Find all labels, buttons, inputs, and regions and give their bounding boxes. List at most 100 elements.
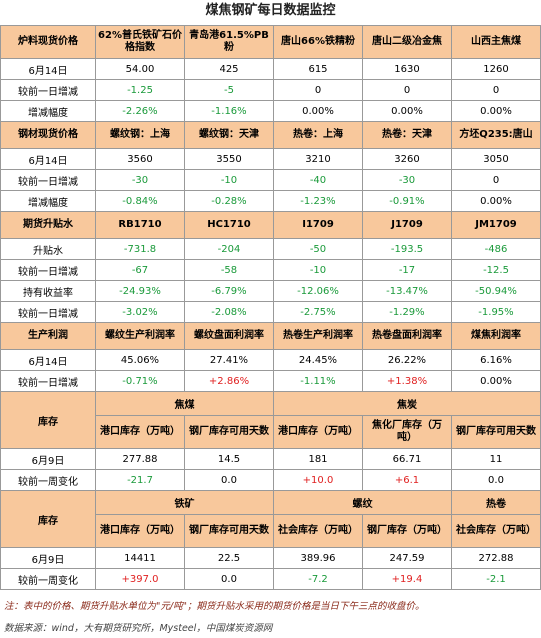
footnote: 注：表中的价格、期货升贴水单位为"元/吨"；期货升贴水采用的期货价格是当日下午三… — [4, 601, 425, 612]
table-cell: -731.8 — [95, 238, 185, 260]
table-cell: 45.06% — [95, 349, 185, 371]
table-cell: -1.11% — [273, 370, 363, 392]
title: 煤焦钢矿每日数据监控 — [205, 3, 336, 18]
table-cell: -1.23% — [273, 190, 363, 212]
table-cell: +10.0 — [273, 469, 363, 491]
column-header: 热卷生产利润率 — [273, 322, 363, 350]
table-cell: -13.47% — [362, 280, 452, 302]
row-label: 增减幅度 — [0, 100, 96, 122]
column-header: 钢厂库存可用天数 — [184, 415, 274, 449]
group-header: 焦煤 — [95, 391, 274, 416]
section-label: 生产利润 — [0, 322, 96, 350]
table-row: 钢材现货价格 螺纹钢：上海 螺纹钢：天津 热卷：上海 热卷：天津 方坯Q235:唐山 — [0, 121, 541, 149]
table-cell: 54.00 — [95, 58, 185, 80]
row-label: 较前一周变化 — [0, 568, 96, 590]
table-row: 持有收益率 -24.93% -6.79% -12.06% -13.47% -50.94% — [0, 280, 541, 302]
table-cell: 3560 — [95, 148, 185, 170]
table-cell: +6.1 — [362, 469, 452, 491]
table-row: 较前一日增减 -1.25 -5 0 0 0 — [0, 79, 541, 101]
table-cell: 27.41% — [184, 349, 274, 371]
table-row: 港口库存（万吨） 钢厂库存可用天数 港口库存（万吨） 焦化厂库存（万吨） 钢厂库存可用天… — [1, 415, 541, 449]
column-header: 方坯Q235:唐山 — [451, 121, 541, 149]
data-table: 炉料现货价格 62%普氏铁矿石价格指数 青岛港61.5%PB粉 唐山66%铁精粉 唐山二… — [0, 25, 541, 590]
column-header: 热卷：上海 — [273, 121, 363, 149]
table-cell: 0.0 — [451, 469, 541, 491]
table-cell: -1.16% — [184, 100, 274, 122]
table-cell: -1.25 — [95, 79, 185, 101]
table-cell: -486 — [451, 238, 541, 260]
table-cell: 3550 — [184, 148, 274, 170]
table-row: 较前一周变化 -21.7 0.0 +10.0 +6.1 0.0 — [0, 469, 541, 491]
table-cell: -1.95% — [451, 301, 541, 323]
table-cell: 14411 — [95, 547, 185, 569]
column-header: 热卷盘面利润率 — [362, 322, 452, 350]
row-label: 增减幅度 — [0, 190, 96, 212]
table-row: 库存 铁矿 螺纹 热卷 — [0, 490, 541, 548]
table-cell: -58 — [184, 259, 274, 281]
table-cell: 0.0 — [184, 469, 274, 491]
row-label: 较前一周变化 — [0, 469, 96, 491]
column-header: 62%普氏铁矿石价格指数 — [95, 25, 185, 59]
row-label: 较前一日增减 — [0, 301, 96, 323]
table-cell: 14.5 — [184, 448, 274, 470]
table-cell: 66.71 — [362, 448, 452, 470]
column-header: 螺纹钢：上海 — [95, 121, 185, 149]
column-header: J1709 — [362, 211, 452, 239]
column-header: 港口库存（万吨） — [95, 514, 185, 548]
source-note: 数据来源：wind，大有期货研究所，Mysteel，中国煤炭资源网 — [4, 623, 273, 634]
section-label: 炉料现货价格 — [0, 25, 96, 59]
table-cell: -1.29% — [362, 301, 452, 323]
table-cell: -12.06% — [273, 280, 363, 302]
row-label: 6月14日 — [0, 349, 96, 371]
table-cell: 272.88 — [451, 547, 541, 569]
row-label: 6月14日 — [0, 148, 96, 170]
table-cell: -40 — [273, 169, 363, 191]
table-cell: 425 — [184, 58, 274, 80]
table-cell: 0.00% — [362, 100, 452, 122]
table-cell: -2.75% — [273, 301, 363, 323]
table-cell: 0 — [273, 79, 363, 101]
table-cell: 0 — [451, 169, 541, 191]
column-header: 焦化厂库存（万吨） — [362, 415, 452, 449]
table-cell: 1630 — [362, 58, 452, 80]
group-header: 铁矿 — [95, 490, 274, 515]
group-header: 热卷 — [451, 490, 541, 515]
table-cell: -0.84% — [95, 190, 185, 212]
table-cell: -10 — [273, 259, 363, 281]
column-header: I1709 — [273, 211, 363, 239]
table-cell: -193.5 — [362, 238, 452, 260]
table-row: 增减幅度 -0.84% -0.28% -1.23% -0.91% 0.00% — [0, 190, 541, 212]
table-cell: -21.7 — [95, 469, 185, 491]
table-cell: 0 — [362, 79, 452, 101]
table-cell: -12.5 — [451, 259, 541, 281]
table-cell: -0.91% — [362, 190, 452, 212]
column-header: 热卷：天津 — [362, 121, 452, 149]
table-cell: 24.45% — [273, 349, 363, 371]
section-label: 期货升贴水 — [0, 211, 96, 239]
table-cell: 277.88 — [95, 448, 185, 470]
table-cell: 389.96 — [273, 547, 363, 569]
table-cell: +397.0 — [95, 568, 185, 590]
row-label: 持有收益率 — [0, 280, 96, 302]
table-row: 增减幅度 -2.26% -1.16% 0.00% 0.00% 0.00% — [0, 100, 541, 122]
group-header: 焦炭 — [273, 391, 541, 416]
table-row: 期货升贴水 RB1710 HC1710 I1709 J1709 JM1709 — [0, 211, 541, 239]
table-row: 升贴水 -731.8 -204 -50 -193.5 -486 — [0, 238, 541, 260]
table-cell: -67 — [95, 259, 185, 281]
table-cell: -2.26% — [95, 100, 185, 122]
column-header: 唐山66%铁精粉 — [273, 25, 363, 59]
table-cell: 247.59 — [362, 547, 452, 569]
table-cell: -3.02% — [95, 301, 185, 323]
table-cell: 0.00% — [451, 100, 541, 122]
table-row: 库存 焦煤 焦炭 — [0, 391, 541, 449]
column-header: 螺纹盘面利润率 — [184, 322, 274, 350]
table-row: 港口库存（万吨） 钢厂库存可用天数 社会库存（万吨） 钢厂库存（万吨） 社会库存（万吨） — [1, 514, 541, 548]
table-cell: 3210 — [273, 148, 363, 170]
column-header: 港口库存（万吨） — [273, 415, 363, 449]
column-header: RB1710 — [95, 211, 185, 239]
table-cell: -5 — [184, 79, 274, 101]
column-header: 钢厂库存可用天数 — [184, 514, 274, 548]
table-cell: -30 — [95, 169, 185, 191]
row-label: 6月14日 — [0, 58, 96, 80]
